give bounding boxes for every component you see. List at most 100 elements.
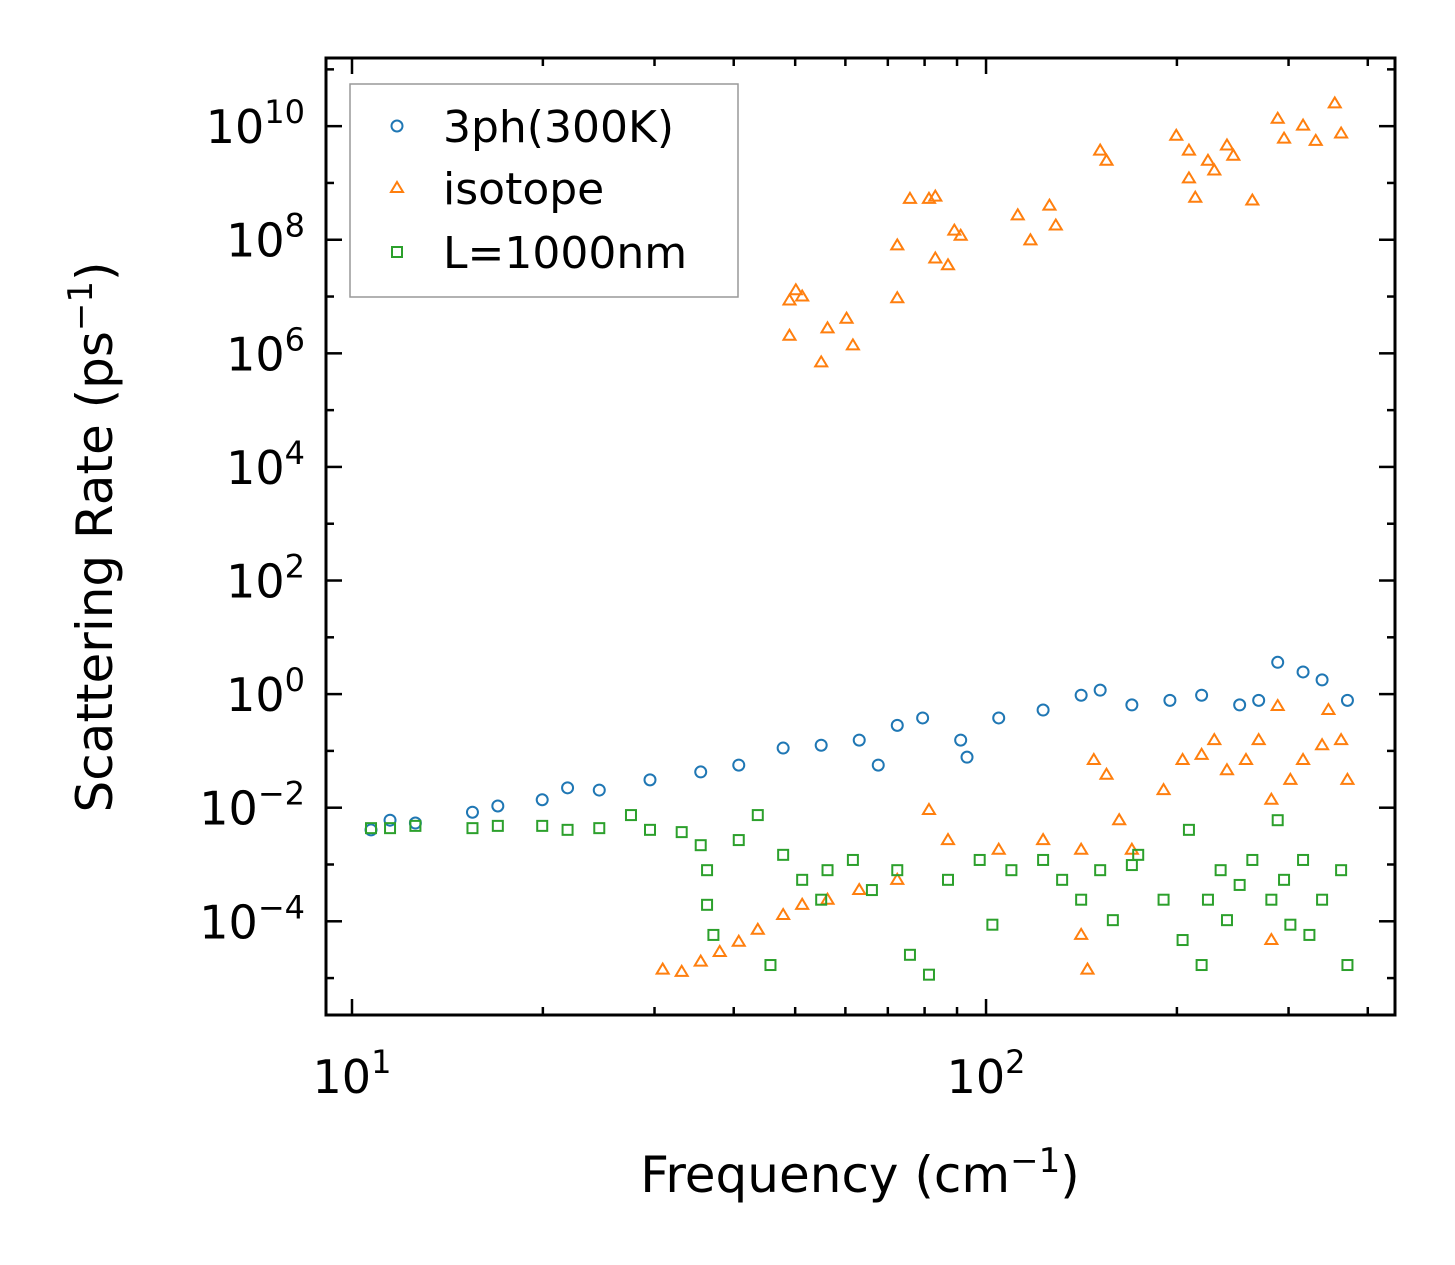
data-point — [781, 327, 798, 341]
data-point — [751, 809, 764, 822]
data-point — [1233, 878, 1246, 891]
data-point — [1124, 841, 1140, 855]
data-points — [364, 95, 1356, 981]
data-point — [491, 819, 504, 832]
data-point — [921, 802, 937, 815]
data-point — [992, 711, 1006, 725]
data-point — [902, 190, 918, 204]
data-point — [1250, 732, 1267, 746]
data-point — [775, 907, 791, 921]
legend-marker-isotope — [389, 180, 405, 193]
data-point — [1282, 771, 1299, 785]
data-point — [1303, 928, 1316, 941]
data-point — [1022, 232, 1039, 246]
data-point — [1125, 859, 1138, 872]
data-point — [1079, 961, 1096, 975]
data-point — [1163, 693, 1177, 707]
data-point — [1263, 791, 1280, 805]
data-point — [1073, 841, 1089, 855]
data-point — [794, 896, 810, 910]
axis-ticks: 10−4 10−2 100 102 104 106 108 1010 101 102 — [199, 58, 1395, 1104]
data-point — [732, 758, 746, 772]
data-point — [1035, 832, 1051, 846]
y-tick-label: 100 — [226, 661, 305, 722]
data-point — [465, 805, 479, 819]
legend: 3ph(300K) isotope L=1000nm — [349, 83, 739, 298]
data-point — [491, 799, 505, 813]
data-point — [819, 891, 836, 905]
data-point — [788, 282, 804, 296]
series-l-1000nm — [365, 809, 1354, 981]
data-point — [1074, 688, 1088, 702]
data-point — [796, 873, 809, 886]
data-point — [1297, 853, 1310, 866]
data-point — [1295, 752, 1311, 765]
data-point — [1200, 152, 1216, 166]
data-point — [384, 822, 397, 835]
data-point — [954, 733, 968, 747]
y-tick-label: 104 — [226, 434, 305, 495]
data-point — [1009, 207, 1026, 221]
data-point — [1093, 683, 1107, 697]
data-point — [1238, 752, 1254, 765]
data-point — [1195, 688, 1209, 702]
data-point — [692, 953, 709, 967]
data-point — [777, 848, 790, 861]
data-point — [1252, 693, 1266, 707]
data-point — [1333, 125, 1349, 139]
data-point — [1316, 893, 1329, 906]
data-point — [643, 773, 657, 787]
data-point — [1086, 752, 1102, 765]
data-point — [1201, 893, 1214, 906]
data-point — [1056, 873, 1069, 886]
data-point — [889, 237, 906, 251]
data-point — [732, 834, 745, 847]
data-point — [1181, 170, 1197, 184]
data-point — [851, 882, 867, 896]
data-point — [916, 711, 930, 725]
data-point — [1193, 746, 1210, 760]
data-point — [1340, 693, 1354, 707]
data-point — [889, 871, 906, 885]
data-point — [1187, 189, 1204, 203]
data-point — [946, 222, 963, 236]
data-point — [1037, 853, 1050, 866]
data-point — [1219, 762, 1235, 776]
data-point — [922, 968, 935, 981]
y-tick-label: 102 — [226, 548, 305, 609]
data-point — [711, 944, 728, 957]
data-point — [846, 853, 859, 866]
data-point — [1341, 959, 1354, 972]
data-point — [694, 765, 708, 779]
data-point — [561, 823, 574, 836]
series-3ph-300k- — [364, 655, 1354, 837]
data-point — [927, 188, 944, 202]
data-point — [535, 793, 549, 807]
data-point — [890, 718, 904, 732]
data-point — [1326, 95, 1343, 109]
data-point — [1155, 782, 1172, 796]
data-point — [1278, 873, 1291, 886]
data-point — [852, 733, 866, 747]
data-point — [536, 819, 549, 832]
data-point — [1269, 698, 1286, 712]
data-point — [1219, 137, 1235, 151]
legend-marker-l1000nm — [391, 246, 403, 258]
data-point — [871, 758, 885, 772]
data-point — [1098, 152, 1115, 166]
data-point — [813, 354, 829, 368]
data-point — [561, 781, 575, 795]
data-point — [952, 227, 969, 241]
series-isotope — [654, 95, 1356, 977]
data-point — [1195, 959, 1208, 972]
data-point — [1125, 698, 1139, 712]
data-point — [1265, 893, 1278, 906]
data-point — [1075, 893, 1088, 906]
data-point — [940, 257, 956, 271]
data-point — [865, 884, 878, 897]
data-point — [1296, 665, 1310, 679]
data-point — [592, 783, 606, 797]
data-point — [1335, 864, 1348, 877]
data-point — [1094, 864, 1107, 877]
